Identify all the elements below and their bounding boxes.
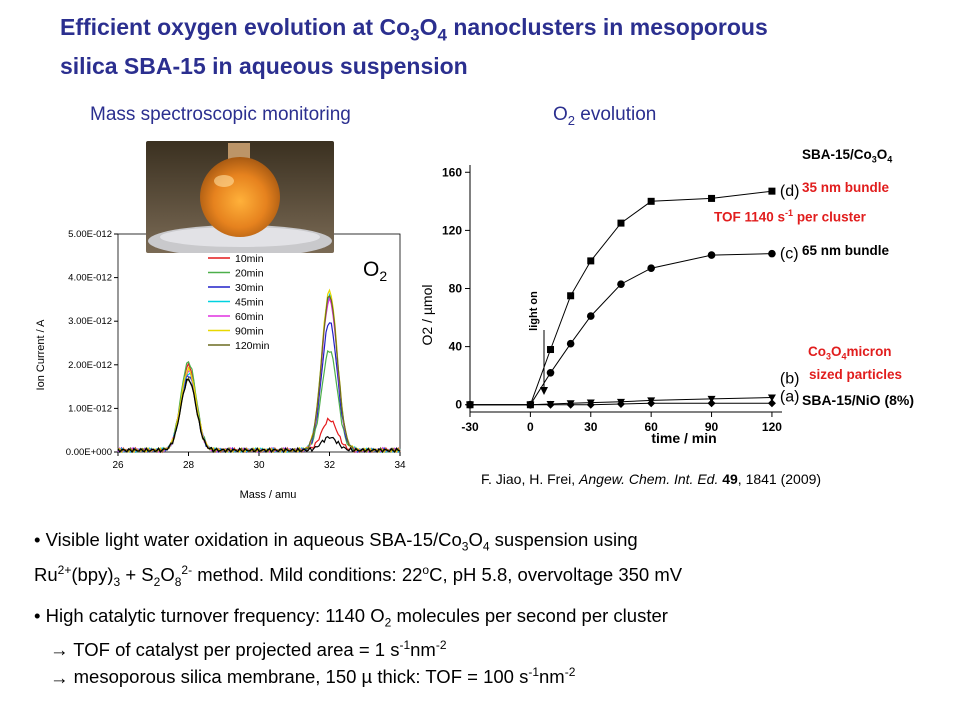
o2-series-line-(c) [470, 253, 772, 406]
mass-spec-xtick-label: 34 [394, 460, 406, 471]
o2-marker-square [587, 257, 595, 265]
o2-xtick-label: 90 [705, 420, 719, 434]
mass-spec-legend: 10min 20min 30min 45min 60min 90min 120min [208, 253, 270, 352]
mass-spec-ylabel: Ion Current / A [35, 319, 47, 391]
legend-label: 90min [235, 326, 264, 338]
o2-markers [466, 187, 776, 409]
mass-spec-ytick-label: 0.00E+000 [66, 447, 112, 458]
o2-marker-triangle [767, 394, 776, 402]
label-micron-line2: sized particles [809, 367, 903, 382]
o2-ytick-label: 80 [449, 282, 463, 296]
flask-photo [146, 141, 334, 253]
o2-marker-square [617, 219, 625, 227]
legend-label: 120min [235, 340, 270, 352]
o2-ylabel: O2 / µmol [419, 285, 435, 346]
o2-series-label: (b) [780, 370, 800, 387]
o2-marker-diamond [707, 399, 716, 408]
bullet-1: • Visible light water oxidation in aqueo… [34, 529, 683, 589]
o2-axes: -30 0 30 60 90 120 0 40 80 120 160 [442, 165, 782, 434]
o2-evolution-chart: -30 0 30 60 90 120 0 40 80 120 160 (d) (c) (b)(a) li… [419, 165, 800, 446]
mass-spec-series-baseline [117, 378, 401, 454]
o2-marker-diamond [566, 400, 575, 409]
label-micron-line1: Co3O4micron [808, 344, 892, 362]
o2-series-label: (c) [780, 246, 799, 263]
o2-marker-circle [647, 264, 655, 272]
mass-spec-xtick-label: 28 [183, 460, 195, 471]
citation: F. Jiao, H. Frei, Angew. Chem. Int. Ed. … [481, 471, 822, 487]
o2-marker-circle [707, 251, 716, 259]
mass-spec-ytick-label: 4.00E-012 [68, 273, 112, 284]
bullet-list: • Visible light water oxidation in aqueo… [34, 528, 944, 689]
label-35nm-bundle: 35 nm bundle [802, 180, 890, 195]
legend-label: 60min [235, 311, 264, 323]
o2-marker-square [647, 197, 655, 205]
mass-spec-xtick-label: 30 [253, 460, 265, 471]
o2-marker-circle [617, 280, 625, 288]
mass-spec-xtick-label: 26 [112, 460, 124, 471]
slide-title: Efficient oxygen evolution at Co3O4 nano… [60, 14, 768, 79]
right-panel-heading: O2 evolution [553, 104, 657, 128]
mass-spec-chart: 26 28 30 32 34 0.00E+000 1.00E-012 2.00E-012 3.0… [35, 229, 406, 501]
mass-spec-xlabel: Mass / amu [240, 489, 297, 501]
o2-marker-diamond [586, 400, 595, 409]
mass-spec-series-10min [117, 361, 401, 454]
mass-spec-series-20min [117, 350, 401, 454]
o2-ytick-label: 0 [455, 398, 462, 412]
o2-xlabel: time / min [651, 430, 716, 446]
label-sba-co3o4: SBA-15/Co3O4 [802, 147, 893, 165]
o2-series-labels: (d) (c) (b)(a) [780, 183, 800, 405]
o2-marker-diamond [767, 399, 776, 408]
o2-label: O2 [363, 258, 388, 285]
o2-ytick-label: 120 [442, 223, 462, 237]
o2-xtick-label: 0 [527, 420, 534, 434]
mass-spec-lines [117, 288, 401, 454]
mass-spec-ytick-label: 3.00E-012 [68, 316, 112, 327]
o2-marker-square [547, 346, 555, 354]
o2-ytick-label: 160 [442, 165, 462, 179]
arrow-icon: → [50, 639, 69, 661]
o2-series-label: (a) [780, 388, 800, 405]
label-65nm-bundle: 65 nm bundle [802, 243, 890, 258]
o2-marker-circle [566, 339, 575, 348]
o2-marker-diamond [546, 400, 555, 409]
mass-spec-ytick-label: 1.00E-012 [68, 403, 112, 414]
legend-label: 30min [235, 282, 264, 294]
legend-label: 20min [235, 268, 264, 280]
legend-label: 10min [235, 253, 264, 265]
mass-spec-xtick-label: 32 [324, 460, 336, 471]
o2-marker-square [708, 194, 716, 202]
arrow-icon: → [50, 666, 69, 688]
o2-xtick-label: 60 [644, 420, 658, 434]
label-tof: TOF 1140 s-1 per cluster [714, 208, 866, 225]
light-on-arrow: light on [528, 291, 548, 395]
mass-spec-ytick-label: 2.00E-012 [68, 360, 112, 371]
o2-marker-circle [546, 368, 555, 377]
o2-marker-diamond [466, 400, 474, 409]
o2-marker-diamond [616, 400, 625, 409]
o2-series-label: (d) [780, 183, 800, 200]
o2-marker-diamond [647, 399, 656, 408]
o2-marker-circle [768, 249, 776, 258]
left-panel-heading: Mass spectroscopic monitoring [90, 104, 351, 125]
bullet-2: • High catalytic turnover frequency: 114… [34, 604, 668, 688]
legend-label: 45min [235, 297, 264, 309]
o2-xtick-label: 30 [584, 420, 598, 434]
o2-xtick-label: 120 [762, 420, 782, 434]
o2-marker-square [567, 292, 575, 300]
o2-marker-circle [586, 312, 595, 320]
o2-xtick-label: -30 [461, 420, 479, 434]
o2-ytick-label: 40 [449, 340, 463, 354]
light-on-label: light on [528, 291, 540, 331]
o2-marker-diamond [526, 400, 535, 409]
o2-marker-square [768, 187, 776, 195]
label-sba-nio: SBA-15/NiO (8%) [802, 392, 915, 408]
mass-spec-ytick-label: 5.00E-012 [68, 229, 112, 240]
